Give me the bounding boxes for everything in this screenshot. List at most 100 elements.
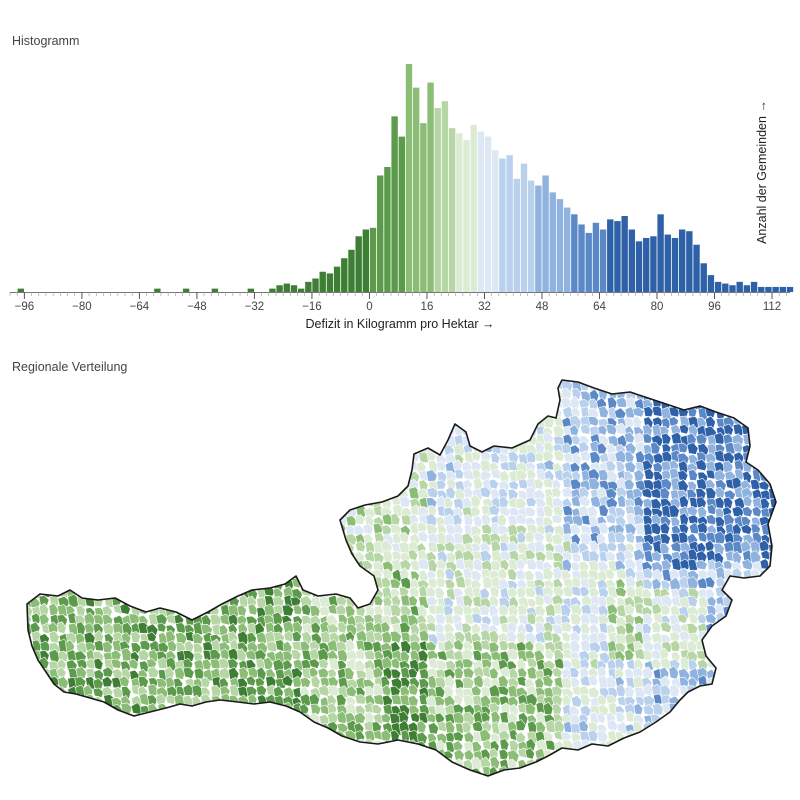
- municipality-cell: [183, 774, 195, 776]
- municipality-cell: [454, 468, 465, 480]
- municipality-cell: [48, 630, 60, 644]
- municipality-cell: [751, 658, 765, 671]
- municipality-cell: [86, 380, 97, 390]
- municipality-cell: [452, 513, 463, 528]
- municipality-cell: [391, 406, 403, 420]
- municipality-cell: [173, 504, 185, 518]
- municipality-cell: [596, 631, 608, 643]
- municipality-cell: [191, 578, 203, 593]
- municipality-cell: [569, 380, 582, 382]
- municipality-cell: [614, 657, 625, 672]
- municipality-cell: [256, 434, 270, 447]
- municipality-cell: [236, 506, 248, 519]
- municipality-cell: [65, 416, 78, 430]
- municipality-cell: [704, 693, 715, 707]
- municipality-cell: [83, 721, 94, 732]
- municipality-cell: [202, 746, 214, 759]
- municipality-cell: [121, 441, 134, 454]
- municipality-cell: [723, 513, 735, 527]
- municipality-cell: [732, 768, 746, 776]
- municipality-cell: [733, 587, 745, 601]
- municipality-cell: [515, 469, 528, 482]
- municipality-cell: [66, 470, 78, 484]
- municipality-cell: [732, 649, 744, 661]
- municipality-cell: [768, 569, 776, 582]
- municipality-cell: [85, 415, 97, 429]
- municipality-cell: [155, 433, 168, 446]
- municipality-cell: [624, 749, 636, 763]
- municipality-cell: [183, 459, 194, 473]
- municipality-cell: [211, 703, 222, 716]
- municipality-cell: [93, 487, 104, 499]
- municipality-cell: [263, 424, 276, 436]
- municipality-cell: [245, 757, 257, 771]
- municipality-cell: [725, 705, 737, 716]
- municipality-cell: [398, 747, 410, 763]
- municipality-cell: [777, 756, 787, 768]
- municipality-cell: [292, 621, 303, 635]
- municipality-cell: [722, 759, 736, 772]
- municipality-cell: [373, 450, 386, 464]
- municipality-cell: [309, 730, 321, 741]
- municipality-cell: [229, 775, 242, 776]
- x-tick-label: −80: [72, 301, 92, 313]
- municipality-cell: [146, 713, 158, 727]
- municipality-cell: [552, 667, 563, 678]
- municipality-cell: [38, 435, 49, 447]
- municipality-cell: [596, 442, 608, 455]
- municipality-cell: [111, 731, 123, 745]
- municipality-cell: [40, 774, 53, 776]
- municipality-cell: [659, 766, 672, 776]
- municipality-cell: [65, 757, 78, 770]
- municipality-cell: [688, 632, 700, 644]
- municipality-cell: [75, 567, 88, 580]
- municipality-cell: [337, 659, 347, 671]
- municipality-cell: [284, 730, 295, 742]
- municipality-cell: [517, 604, 528, 616]
- municipality-cell: [398, 452, 411, 466]
- municipality-cell: [309, 505, 322, 519]
- municipality-cell: [731, 395, 743, 409]
- municipality-cell: [264, 738, 277, 751]
- municipality-cell: [122, 380, 133, 384]
- municipality-cell: [138, 596, 149, 607]
- municipality-cell: [246, 747, 258, 760]
- municipality-cell: [103, 380, 114, 393]
- municipality-cell: [661, 450, 673, 463]
- municipality-cell: [328, 558, 341, 571]
- municipality-cell: [67, 730, 78, 743]
- municipality-cell: [463, 395, 476, 409]
- municipality-cell: [416, 521, 428, 534]
- municipality-cell: [93, 630, 104, 644]
- municipality-cell: [587, 380, 600, 385]
- municipality-cell: [482, 380, 495, 394]
- municipality-cell: [119, 541, 131, 554]
- municipality-cell: [203, 424, 216, 439]
- municipality-cell: [544, 648, 554, 661]
- municipality-cell: [713, 657, 724, 671]
- municipality-cell: [139, 569, 152, 583]
- municipality-cell: [237, 424, 248, 436]
- municipality-cell: [434, 612, 447, 625]
- municipality-cell: [779, 399, 789, 410]
- municipality-cell: [382, 549, 394, 563]
- municipality-cell: [614, 666, 625, 680]
- municipality-cell: [282, 442, 295, 453]
- municipality-cell: [426, 432, 439, 447]
- municipality-cell: [723, 380, 734, 395]
- municipality-cell: [111, 381, 124, 393]
- municipality-cell: [461, 676, 475, 689]
- municipality-cell: [275, 405, 287, 418]
- municipality-cell: [227, 470, 238, 484]
- municipality-cell: [200, 380, 211, 390]
- municipality-cell: [218, 441, 231, 456]
- municipality-cell: [175, 710, 188, 725]
- municipality-cell: [704, 576, 716, 589]
- municipality-cell: [281, 459, 292, 472]
- municipality-cell: [534, 380, 546, 384]
- municipality-cell: [443, 496, 454, 509]
- municipality-cell: [363, 777, 374, 787]
- municipality-cell: [750, 389, 763, 403]
- municipality-cell: [310, 775, 322, 776]
- municipality-cell: [281, 513, 293, 527]
